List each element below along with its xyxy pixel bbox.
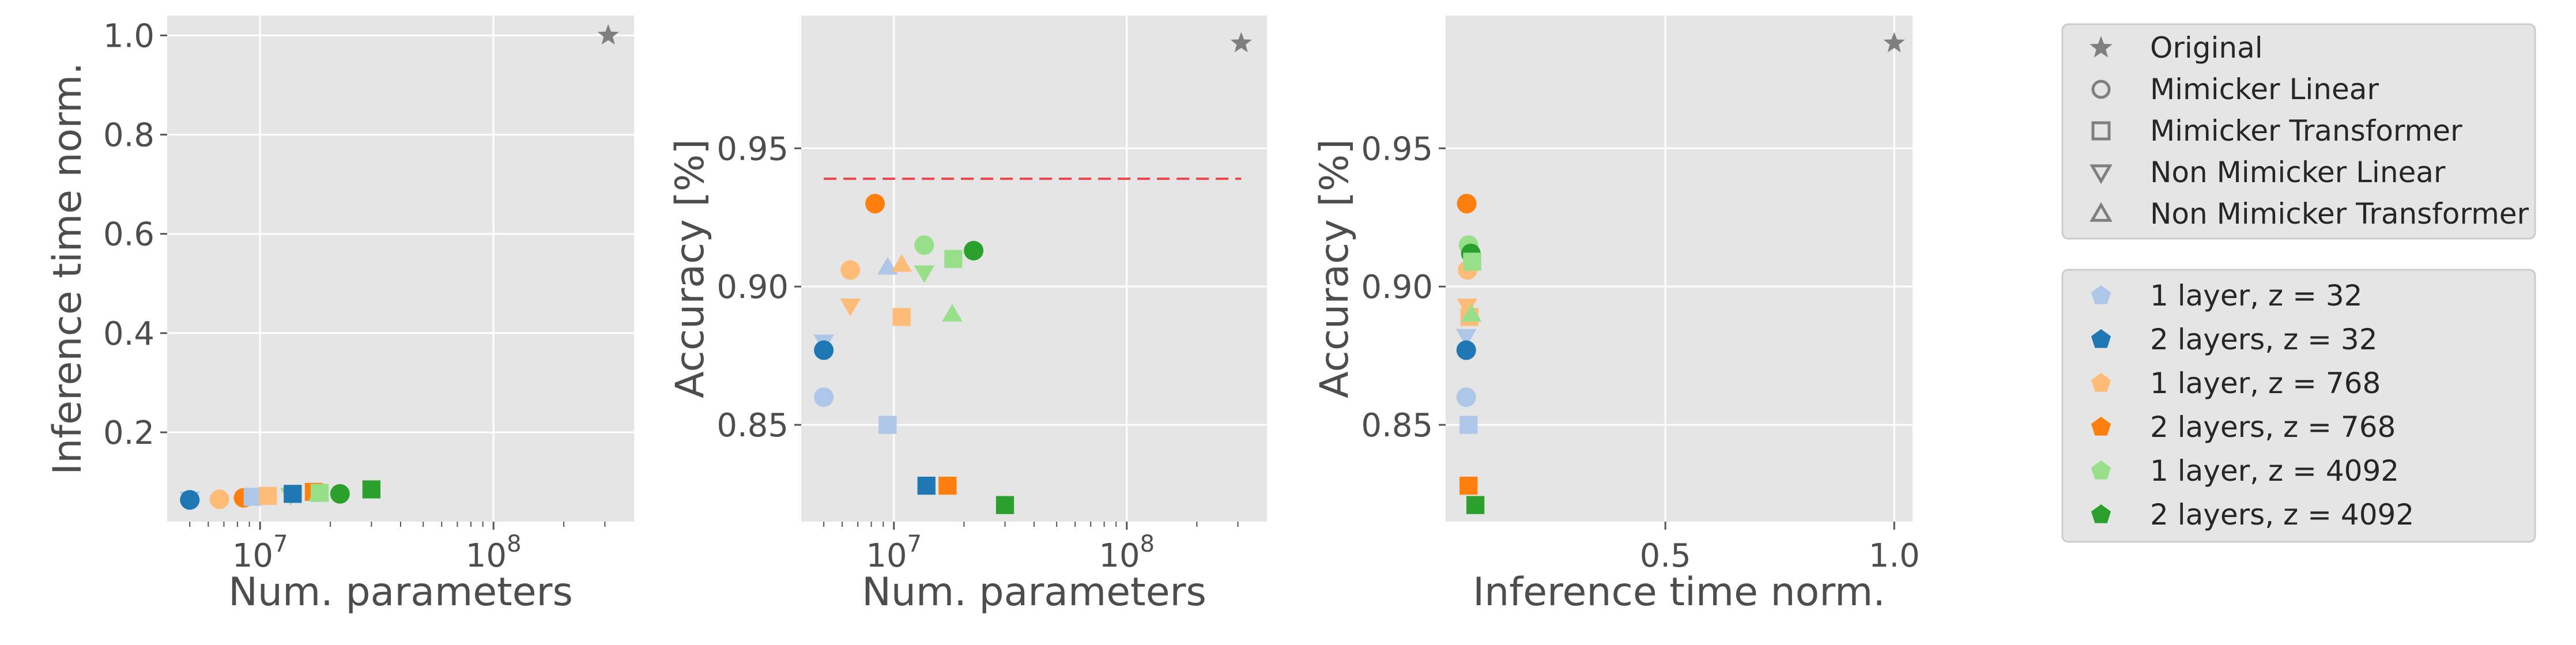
- data-point: [1455, 329, 1477, 347]
- legend-marker-types: Original Mimicker Linear Mimicker Transfor…: [2061, 23, 2536, 240]
- data-point: [914, 235, 934, 255]
- data-point: [1459, 416, 1478, 434]
- legend-marker-pentagon: [2091, 329, 2111, 348]
- data-point: [892, 308, 911, 326]
- data-point: [597, 24, 619, 45]
- legend-box: [2061, 269, 2536, 543]
- y-tick-label: 0.2: [103, 414, 154, 452]
- data-point: [944, 250, 963, 268]
- legend-configurations: 1 layer, z = 32 2 layers, z = 32 1 layer, …: [2061, 269, 2536, 543]
- data-point: [1461, 304, 1482, 322]
- data-point: [814, 340, 834, 360]
- data-point: [259, 486, 277, 505]
- legend-marker-pentagon: [2091, 461, 2111, 480]
- legend-marker-star: [2090, 36, 2113, 58]
- data-point: [917, 476, 936, 495]
- data-point: [964, 240, 984, 261]
- legend-label: Non Mimicker Linear: [2150, 156, 2446, 189]
- y-axis-title: Inference time norm.: [45, 62, 90, 475]
- data-point: [938, 476, 957, 495]
- y-tick-label: 0.6: [103, 216, 154, 254]
- legend-marker-square: [2091, 121, 2111, 141]
- data-point: [1230, 32, 1252, 52]
- data-point: [891, 254, 912, 272]
- data-point: [1883, 32, 1905, 52]
- data-point: [1459, 476, 1478, 495]
- data-point: [995, 496, 1014, 514]
- x-tick-label: 108: [1099, 531, 1155, 575]
- y-axis-title: Accuracy [%]: [1312, 139, 1357, 398]
- legend-label: Mimicker Linear: [2150, 73, 2379, 106]
- data-point: [180, 490, 200, 510]
- data-point: [1456, 387, 1476, 408]
- plot-background: [1446, 16, 1913, 522]
- y-tick-label: 0.85: [1361, 407, 1433, 444]
- x-tick-label: 1.0: [1869, 537, 1920, 575]
- data-point: [310, 484, 329, 502]
- data-point: [942, 304, 963, 322]
- y-tick-label: 0.90: [1361, 269, 1433, 306]
- data-point: [330, 484, 350, 504]
- legend-label: 1 layer, z = 4092: [2150, 454, 2399, 488]
- x-tick-label: 107: [232, 531, 288, 575]
- legend-box: [2061, 23, 2536, 240]
- data-point: [362, 480, 381, 499]
- legend-marker-pentagon: [2091, 285, 2111, 304]
- legend-label: Non Mimicker Transformer: [2150, 197, 2529, 231]
- y-tick-label: 0.90: [716, 269, 789, 306]
- legend-label: 2 layers, z = 4092: [2150, 498, 2414, 531]
- y-tick-label: 0.85: [716, 407, 789, 444]
- data-point: [840, 260, 861, 280]
- data-point: [1457, 194, 1477, 214]
- y-tick-label: 0.95: [716, 130, 789, 168]
- data-point: [209, 489, 229, 510]
- legend-marker-triangle-up: [2090, 202, 2113, 222]
- legend-marker-triangle-down: [2090, 164, 2113, 184]
- data-point: [243, 488, 262, 506]
- x-tick-label: 0.5: [1640, 537, 1691, 575]
- x-tick-label: 107: [866, 531, 922, 575]
- y-tick-label: 0.4: [103, 315, 154, 353]
- legend-label: Mimicker Transformer: [2150, 114, 2462, 148]
- legend-marker-pentagon: [2091, 373, 2111, 392]
- data-point: [814, 387, 834, 408]
- y-tick-label: 0.95: [1361, 130, 1433, 168]
- legend-marker-circle: [2091, 80, 2111, 99]
- data-point: [1456, 340, 1476, 360]
- legend-label: 1 layer, z = 768: [2150, 367, 2381, 400]
- data-point: [1457, 299, 1478, 316]
- data-point: [865, 194, 885, 214]
- y-tick-label: 1.0: [103, 17, 154, 55]
- legend-marker-pentagon: [2091, 504, 2111, 523]
- legend-marker-pentagon: [2091, 417, 2111, 436]
- y-tick-label: 0.8: [103, 117, 154, 154]
- x-axis-title: Num. parameters: [862, 569, 1206, 615]
- data-point: [1466, 496, 1485, 514]
- y-axis-title: Accuracy [%]: [667, 139, 713, 398]
- x-axis-title: Inference time norm.: [1473, 569, 1885, 615]
- data-point: [840, 299, 861, 316]
- legend-label: Original: [2150, 31, 2263, 65]
- data-point: [284, 485, 302, 503]
- data-point: [1463, 252, 1481, 271]
- legend-label: 2 layers, z = 768: [2150, 410, 2396, 444]
- data-point: [878, 416, 897, 434]
- x-tick-label: 108: [466, 531, 522, 575]
- legend-label: 1 layer, z = 32: [2150, 279, 2362, 312]
- legend-label: 2 layers, z = 32: [2150, 323, 2378, 356]
- plot-background: [167, 16, 634, 522]
- data-point: [914, 265, 935, 284]
- x-axis-title: Num. parameters: [228, 569, 573, 615]
- plot-background: [801, 16, 1267, 522]
